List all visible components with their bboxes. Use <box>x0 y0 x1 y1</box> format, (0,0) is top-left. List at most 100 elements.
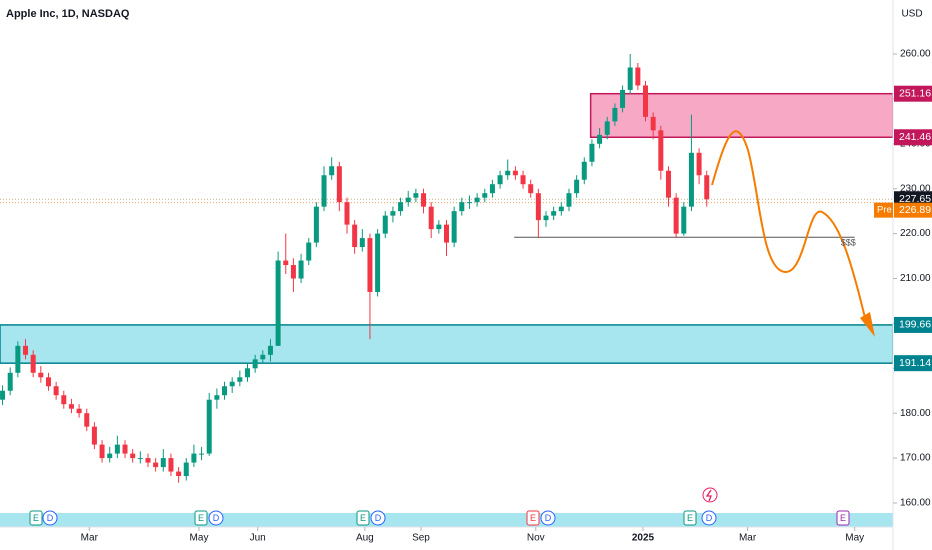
candle-body <box>91 426 97 445</box>
candle-body <box>321 175 327 207</box>
event-icon <box>526 510 540 526</box>
events-strip <box>0 513 893 527</box>
event-icon <box>836 510 850 526</box>
candle-body <box>283 260 289 266</box>
news-icon <box>702 487 718 503</box>
candle-body <box>574 179 580 194</box>
event-label: E <box>687 513 693 523</box>
price-tag <box>894 129 932 146</box>
price-tag-label: 251.16 <box>899 87 931 99</box>
candle-body <box>505 170 511 176</box>
candle-body <box>405 197 411 203</box>
candle-body <box>352 224 358 248</box>
candle-body <box>84 413 90 427</box>
y-tick-label: 260.00 <box>900 49 931 60</box>
candle-body <box>76 408 82 414</box>
event-label: D <box>213 513 220 523</box>
candle-body <box>122 444 128 454</box>
candle-body <box>107 453 113 459</box>
candle-body <box>612 107 618 122</box>
candle-body <box>344 202 350 225</box>
candle-body <box>459 202 465 212</box>
price-tag <box>894 191 932 207</box>
candle-body <box>451 211 457 243</box>
candle-body <box>23 345 29 355</box>
candle-body <box>306 242 312 261</box>
candle-body <box>382 215 388 234</box>
event-icon <box>29 510 43 526</box>
y-tick-label: 170.00 <box>900 453 931 464</box>
candle-body <box>643 85 649 117</box>
candle-body <box>704 175 710 200</box>
candle-body <box>520 175 526 185</box>
premarket-name: Pre <box>877 205 892 216</box>
candle-body <box>482 193 488 198</box>
zone <box>0 324 893 364</box>
candle-body <box>696 152 702 176</box>
candle-body <box>214 395 220 400</box>
x-tick-label: Sep <box>412 533 430 544</box>
candle-body <box>290 265 296 279</box>
candle-body <box>68 404 74 409</box>
candle-body <box>206 399 212 454</box>
candle-body <box>566 193 572 207</box>
x-tick-label: Aug <box>356 533 374 544</box>
candle-body <box>237 377 243 382</box>
candle-body <box>597 134 603 144</box>
zone <box>589 92 893 138</box>
candle-body <box>137 458 143 460</box>
candle-body <box>627 67 633 90</box>
candle-body <box>45 377 51 387</box>
candle-body <box>528 184 534 194</box>
candle-body <box>244 368 250 378</box>
candle-body <box>168 458 174 472</box>
projection-arrow <box>860 312 875 337</box>
x-tick-label: Mar <box>81 533 99 544</box>
price-tag-label: 241.46 <box>899 131 931 143</box>
x-tick-label: 2025 <box>632 533 655 544</box>
candle-body <box>329 166 335 176</box>
candle-body <box>444 224 449 243</box>
x-tick-label: Jun <box>250 533 266 544</box>
candle-body <box>260 354 266 360</box>
candle-body <box>367 238 373 292</box>
price-tag-label: 226.89 <box>899 204 931 216</box>
y-tick-label: 230.00 <box>900 183 931 194</box>
event-icon <box>356 510 370 526</box>
chart-title: Apple Inc, 1D, NASDAQ <box>6 8 130 20</box>
candle-body <box>658 130 664 171</box>
candle-body <box>7 372 13 391</box>
candle-body <box>604 121 610 135</box>
event-icon <box>683 510 697 526</box>
candle-body <box>313 206 319 243</box>
y-tick-label: 180.00 <box>900 408 931 419</box>
candle-body <box>229 381 235 387</box>
currency: USD <box>901 9 922 20</box>
candle-body <box>558 206 564 212</box>
candle-body <box>665 170 671 198</box>
plot-area <box>0 54 893 483</box>
news-icon <box>705 489 712 502</box>
y-tick-label: 210.00 <box>900 273 931 284</box>
projection-curve <box>711 130 867 323</box>
candle-body <box>589 143 595 162</box>
candle-body <box>275 260 281 346</box>
candle-body <box>581 161 587 180</box>
candle-body <box>428 206 434 230</box>
candle-body <box>53 386 59 396</box>
y-tick-label: 220.00 <box>900 228 931 239</box>
candle-body <box>390 211 396 216</box>
candle-body <box>688 152 694 207</box>
candle-body <box>512 170 518 176</box>
candle-body <box>489 184 495 194</box>
liquidity-label: $$$ <box>841 238 856 248</box>
event-label: E <box>360 513 366 523</box>
x-tick-label: Nov <box>527 533 545 544</box>
price-tag-label: 227.65 <box>899 193 931 205</box>
candle-body <box>413 193 419 198</box>
event-label: D <box>706 513 713 523</box>
candle-body <box>145 458 151 463</box>
event-label: E <box>33 513 39 523</box>
candle-body <box>359 238 365 248</box>
event-label: D <box>47 513 54 523</box>
